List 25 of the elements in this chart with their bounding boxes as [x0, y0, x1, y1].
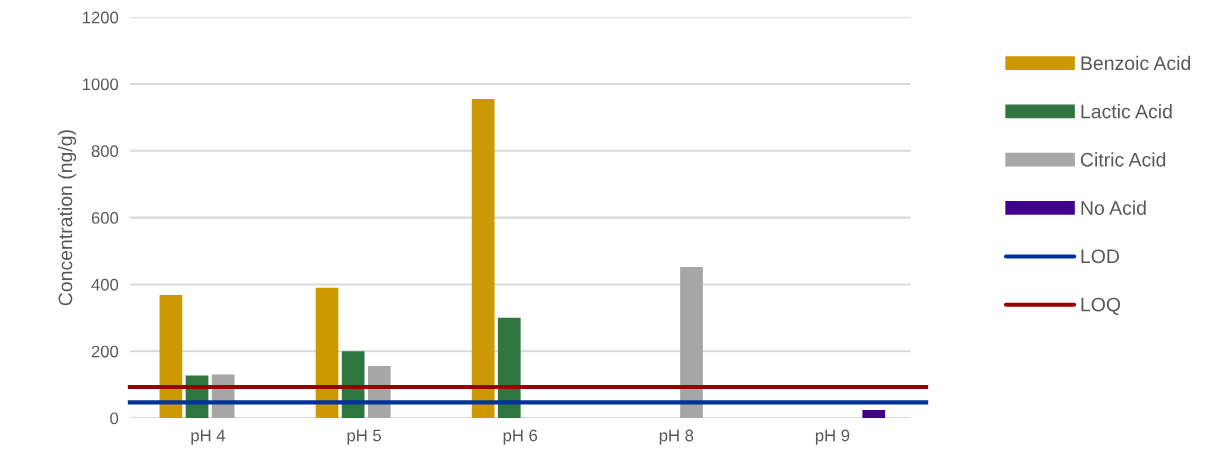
bar [315, 287, 339, 419]
y-tick-label: 1200 [82, 11, 119, 24]
y-tick-label: 1000 [82, 78, 119, 91]
bar [159, 295, 183, 419]
legend-label: Benzoic Acid [1081, 55, 1191, 71]
x-tick-label: pH 4 [191, 429, 226, 445]
x-tick-label: pH 5 [347, 429, 381, 445]
bar [680, 267, 703, 419]
legend-label: Citric Acid [1080, 152, 1166, 167]
bar [862, 410, 886, 419]
y-tick-label: 0 [110, 412, 119, 425]
x-tick-label: pH 8 [659, 429, 694, 445]
legend-label: No Acid [1081, 200, 1146, 215]
y-tick-label: 200 [91, 345, 119, 358]
bar [497, 317, 521, 419]
y-axis-title: Concentration (ng/g) [58, 130, 77, 306]
bar [471, 99, 495, 419]
legend-label: Lactic Acid [1081, 104, 1172, 119]
y-tick-label: 400 [91, 278, 119, 291]
x-tick-label: pH 6 [503, 429, 538, 445]
x-tick-label: pH 9 [815, 429, 850, 445]
y-tick-label: 600 [91, 212, 119, 224]
legend-label: LOD [1081, 249, 1119, 264]
legend-label: LOQ [1081, 297, 1121, 315]
y-tick-label: 800 [91, 145, 119, 158]
